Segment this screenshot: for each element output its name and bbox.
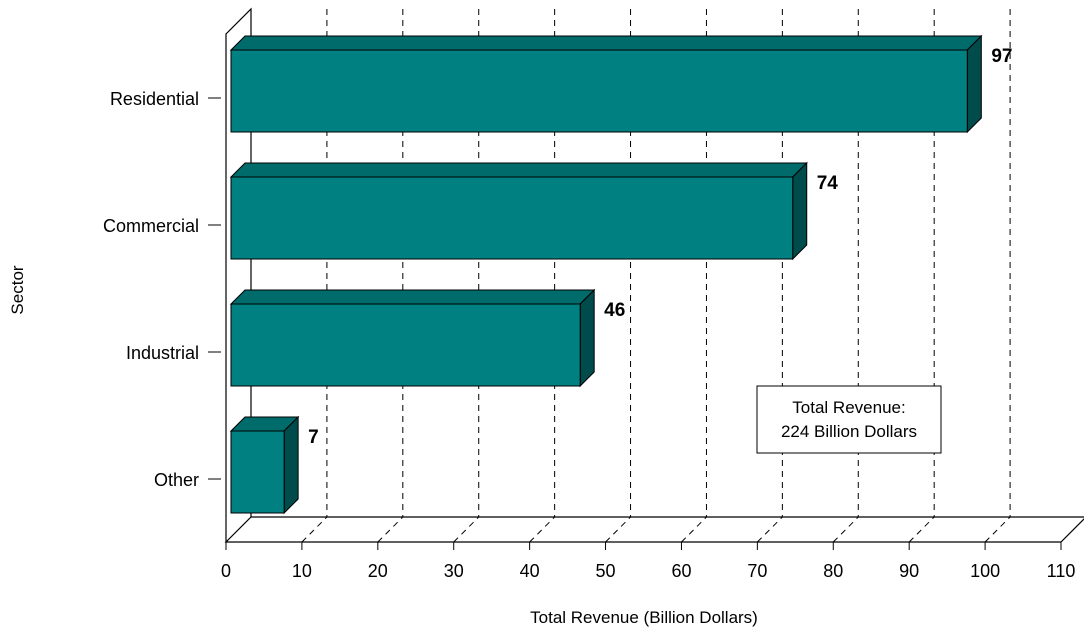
x-tick-label-40: 40 <box>520 561 540 581</box>
x-tick-label-60: 60 <box>671 561 691 581</box>
bar-side-residential <box>966 34 982 134</box>
total-revenue-note: Total Revenue: 224 Billion Dollars <box>756 385 942 454</box>
bar-side-other <box>283 415 299 515</box>
x-tick-label-10: 10 <box>292 561 312 581</box>
value-label-industrial: 46 <box>604 300 625 321</box>
bar-other <box>230 430 285 514</box>
bar-top-industrial <box>229 289 596 305</box>
x-tick-label-100: 100 <box>970 561 1000 581</box>
x-tick-label-90: 90 <box>899 561 919 581</box>
category-label-commercial: Commercial <box>103 216 199 236</box>
value-label-residential: 97 <box>991 46 1012 67</box>
category-label-other: Other <box>154 470 199 490</box>
floor-gridline-90 <box>908 516 935 543</box>
bar-top-commercial <box>229 162 808 178</box>
floor-gridline-100 <box>984 516 1011 543</box>
left-wall <box>225 7 252 542</box>
floor-gridline-30 <box>453 516 480 543</box>
x-axis-title: Total Revenue (Billion Dollars) <box>530 608 758 627</box>
floor-gridline-70 <box>757 516 783 543</box>
x-tick-label-70: 70 <box>747 561 767 581</box>
value-label-other: 7 <box>308 427 319 448</box>
x-tick-label-0: 0 <box>221 561 231 581</box>
floor-gridline-80 <box>832 516 859 543</box>
bar-side-industrial <box>579 288 595 388</box>
floor-gridline-60 <box>681 516 707 543</box>
y-axis-title: Sector <box>8 265 27 314</box>
x-tick-label-80: 80 <box>823 561 843 581</box>
x-tick-label-20: 20 <box>368 561 388 581</box>
floor-gridline-20 <box>377 516 404 543</box>
x-tick-label-110: 110 <box>1047 561 1076 581</box>
floor-gridline-10 <box>301 516 328 543</box>
bars <box>229 34 983 515</box>
floor-gridline-40 <box>529 516 555 543</box>
plot-frame <box>208 7 1084 550</box>
category-label-industrial: Industrial <box>126 343 199 363</box>
labels: 0 10 20 30 40 50 60 70 80 90 100 110 Residential 97 Co… <box>103 46 1075 581</box>
bar-industrial <box>230 303 581 387</box>
note-box <box>756 385 942 454</box>
bar-side-commercial <box>792 161 808 261</box>
note-line-2: 224 Billion Dollars <box>781 422 917 441</box>
bar-top-residential <box>229 35 983 51</box>
bar-residential <box>230 49 968 133</box>
x-tick-label-50: 50 <box>596 561 616 581</box>
x-tick-label-30: 30 <box>444 561 464 581</box>
category-label-residential: Residential <box>110 89 199 109</box>
bar-commercial <box>230 176 794 260</box>
floor <box>224 516 1084 543</box>
value-label-commercial: 74 <box>817 173 839 194</box>
note-line-1: Total Revenue: <box>792 398 905 417</box>
floor-gridline-50 <box>605 516 631 543</box>
